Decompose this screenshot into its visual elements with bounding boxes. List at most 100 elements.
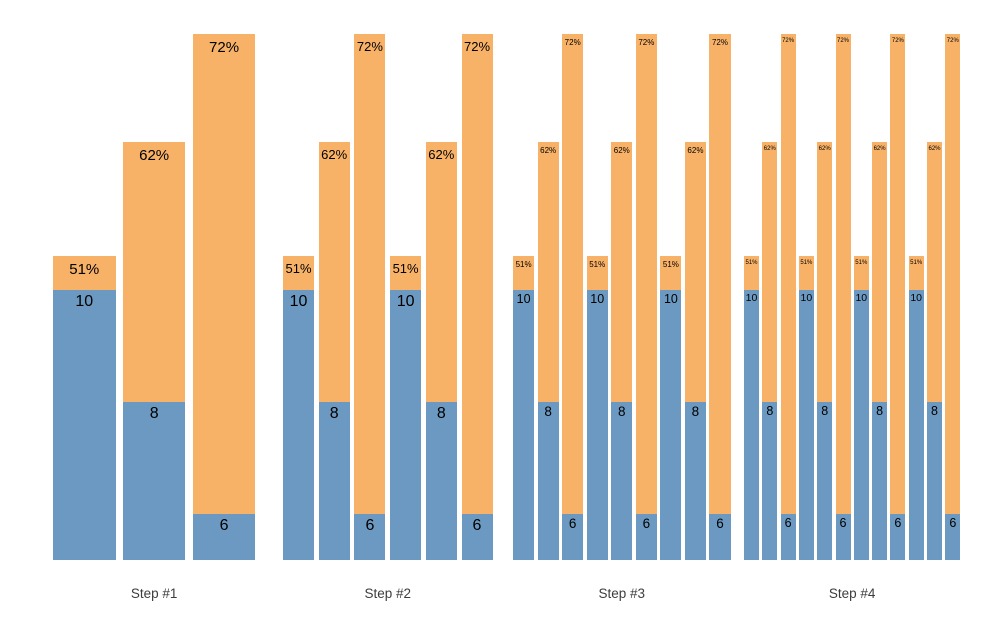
pct-label: 62%: [818, 146, 831, 152]
pct-segment: 62%: [425, 142, 457, 402]
pct-label: 72%: [638, 38, 655, 47]
count-label: 10: [910, 292, 923, 304]
count-label: 6: [784, 516, 792, 530]
step-axis-label: Step #3: [598, 586, 646, 601]
pct-label: 72%: [209, 39, 240, 56]
pct-segment: 62%: [318, 142, 350, 402]
count-label: 6: [839, 516, 847, 530]
pct-label: 72%: [463, 39, 491, 54]
count-segment: 8: [611, 402, 633, 560]
count-segment: 8: [872, 402, 888, 560]
count-label: 6: [219, 517, 229, 534]
pct-segment: 62%: [684, 142, 707, 402]
stacked-bar: 62% 8: [684, 0, 707, 618]
stacked-bar: 72% 6: [635, 0, 657, 618]
count-label: 8: [691, 404, 700, 419]
count-segment: 10: [744, 290, 759, 560]
stacked-bar: 62% 8: [611, 0, 633, 618]
stacked-bar: 72% 6: [945, 0, 961, 618]
step-group-3: 51% 10 62% 8 72% 6 51% 10 62% 8 72% 6 51% 10 62% 8 72% 6 S…: [513, 0, 731, 618]
stacked-bar: 51% 10: [798, 0, 814, 618]
step-group-2: 51% 10 62% 8 72% 6 51% 10 62% 8 72% 6 Step #2: [283, 0, 493, 618]
stacked-bar: 51% 10: [660, 0, 682, 618]
count-label: 10: [289, 293, 308, 310]
stacked-bar: 72% 6: [780, 0, 796, 618]
pct-segment: 72%: [635, 34, 657, 514]
count-segment: 6: [890, 514, 906, 560]
count-segment: 8: [927, 402, 942, 560]
count-label: 6: [894, 516, 902, 530]
count-label: 6: [949, 516, 957, 530]
pct-segment: 62%: [762, 142, 778, 402]
count-segment: 10: [853, 290, 869, 560]
stacked-bar: 62% 8: [817, 0, 833, 618]
step-axis-label: Step #4: [828, 586, 876, 601]
count-label: 8: [766, 404, 774, 418]
pct-label: 51%: [589, 260, 606, 269]
pct-segment: 72%: [461, 34, 493, 514]
pct-label: 51%: [392, 261, 419, 276]
count-segment: 8: [425, 402, 457, 560]
count-segment: 8: [684, 402, 707, 560]
stacked-bar: 51% 10: [390, 0, 422, 618]
count-label: 10: [590, 292, 605, 306]
step-axis-label: Step #2: [364, 586, 412, 601]
stacked-bar: 72% 6: [562, 0, 584, 618]
pct-label: 51%: [69, 261, 100, 278]
stacked-bar: 62% 8: [762, 0, 778, 618]
step-group-1: 51% 10 62% 8 72% 6 Step #1: [53, 0, 256, 618]
count-label: 10: [663, 292, 678, 306]
stacked-bar: 51% 10: [908, 0, 924, 618]
count-label: 6: [472, 517, 482, 534]
pct-segment: 51%: [660, 256, 682, 290]
count-segment: 6: [945, 514, 961, 560]
stacked-bar: 51% 10: [513, 0, 535, 618]
count-label: 10: [745, 292, 758, 304]
count-segment: 6: [461, 514, 493, 560]
pct-segment: 51%: [798, 256, 814, 290]
count-label: 8: [876, 404, 884, 418]
count-label: 10: [396, 293, 415, 310]
stacked-bar: 72% 6: [709, 0, 731, 618]
pct-segment: 51%: [744, 256, 759, 290]
count-segment: 10: [53, 290, 116, 560]
stacked-bar: 72% 6: [192, 0, 256, 618]
pct-label: 62%: [763, 146, 776, 152]
pct-label: 51%: [800, 260, 813, 266]
count-segment: 6: [354, 514, 386, 560]
count-label: 6: [568, 516, 577, 531]
count-segment: 6: [709, 514, 731, 560]
step-axis-label: Step #1: [130, 586, 178, 601]
pct-segment: 51%: [283, 256, 314, 290]
count-segment: 10: [283, 290, 314, 560]
pct-segment: 51%: [53, 256, 116, 290]
stacked-bar: 51% 10: [586, 0, 608, 618]
pct-label: 62%: [687, 146, 704, 155]
pct-label: 72%: [891, 38, 904, 44]
stacked-bar: 62% 8: [318, 0, 350, 618]
count-label: 10: [75, 293, 94, 310]
count-segment: 8: [122, 402, 186, 560]
pct-segment: 62%: [872, 142, 888, 402]
count-label: 8: [618, 404, 626, 419]
pct-segment: 62%: [927, 142, 942, 402]
count-segment: 8: [318, 402, 350, 560]
count-label: 10: [855, 292, 868, 304]
count-segment: 10: [586, 290, 608, 560]
pct-segment: 51%: [853, 256, 869, 290]
pct-label: 51%: [855, 260, 868, 266]
count-segment: 8: [817, 402, 833, 560]
pct-label: 62%: [321, 147, 348, 162]
count-segment: 6: [192, 514, 256, 560]
stacked-bar: 72% 6: [835, 0, 851, 618]
pct-label: 62%: [540, 146, 557, 155]
pct-label: 62%: [428, 147, 455, 162]
pct-label: 62%: [613, 146, 630, 155]
pct-label: 72%: [836, 38, 849, 44]
pct-segment: 62%: [611, 142, 633, 402]
pct-label: 72%: [356, 39, 383, 54]
count-label: 8: [821, 404, 829, 418]
pct-segment: 51%: [586, 256, 608, 290]
pct-label: 72%: [564, 38, 581, 47]
count-label: 6: [642, 516, 651, 531]
